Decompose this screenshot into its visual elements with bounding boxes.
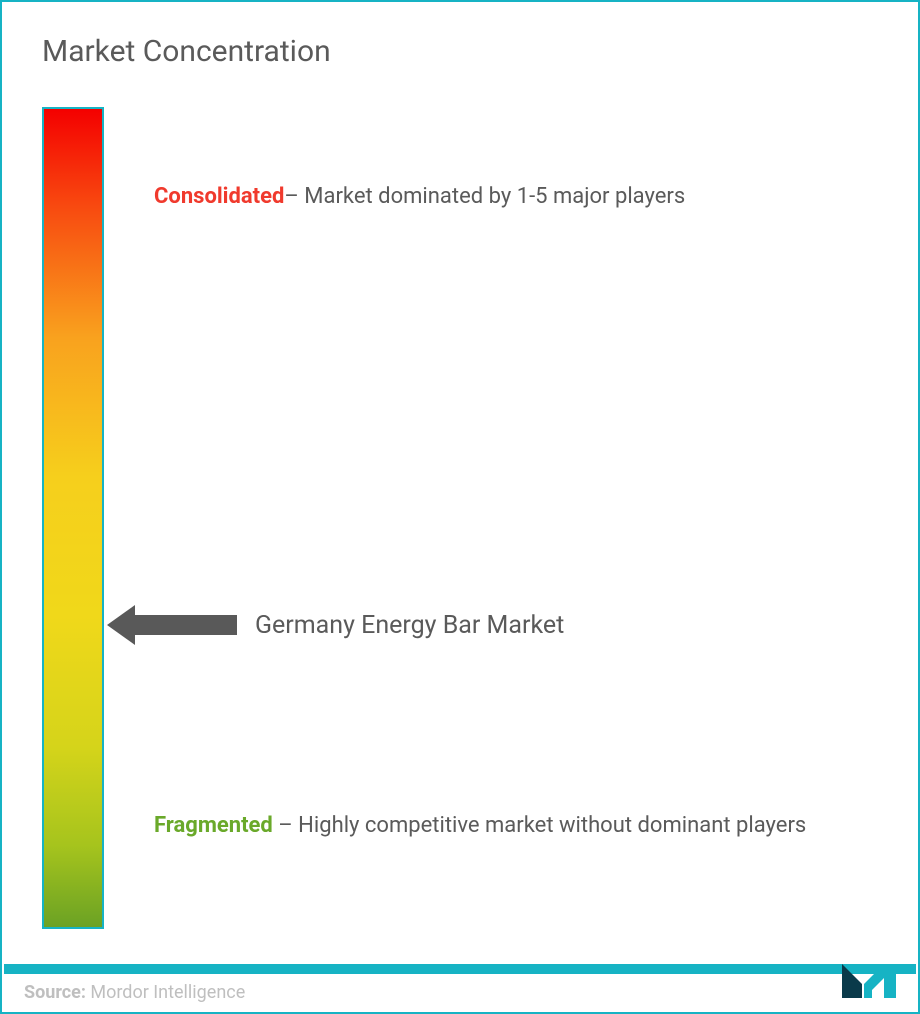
source-label: Source: [24, 982, 86, 1003]
concentration-gradient-bar [42, 107, 104, 929]
market-marker: Germany Energy Bar Market [107, 608, 564, 642]
fragmented-text: – Highly competitive market without domi… [273, 813, 806, 838]
fragmented-label: Fragmented [154, 813, 273, 838]
page-title: Market Concentration [42, 34, 331, 69]
consolidated-label: Consolidated [154, 184, 284, 209]
footer-strip [4, 964, 916, 974]
source-attribution: Source: Mordor Intelligence [24, 982, 245, 1003]
fragmented-description: Fragmented – Highly competitive market w… [154, 805, 874, 847]
consolidated-text: – Market dominated by 1-5 major players [284, 184, 685, 209]
infographic-container: Market Concentration Consolidated– Marke… [0, 0, 920, 1014]
arrow-left-icon [107, 608, 237, 642]
consolidated-description: Consolidated– Market dominated by 1-5 ma… [154, 179, 874, 214]
source-value: Mordor Intelligence [86, 982, 245, 1003]
brand-logo-icon [836, 950, 902, 1002]
marker-label: Germany Energy Bar Market [255, 611, 564, 640]
footer: Source: Mordor Intelligence [4, 964, 916, 1010]
